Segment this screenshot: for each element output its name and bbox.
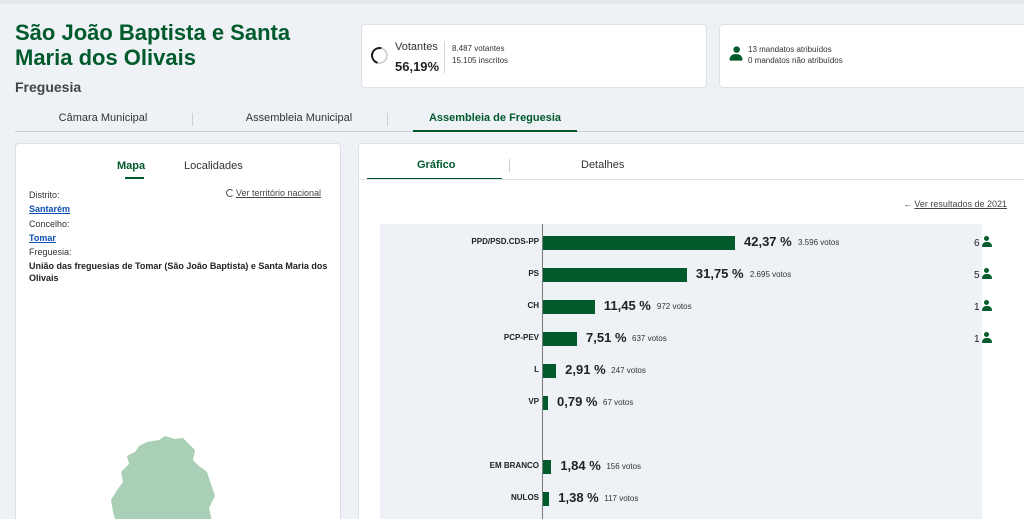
votes-label: 2.695 votos [749,270,792,279]
percent-label: 2,91 % [565,362,606,377]
party-label: EM BRANCO [489,461,539,470]
tab-localidades[interactable]: Localidades [184,160,243,172]
seats-number: 6 [974,238,980,249]
voters-percent: 56,19% [395,59,440,74]
votes-label: 247 votos [611,366,646,375]
results-panel: Gráfico Detalhes ← Ver resultados de 2021… [358,143,1024,519]
arrow-left-icon: ← [903,199,913,209]
seats-count: 1 [974,300,992,313]
voters-card: Votantes 56,19% 8.487 votantes 15.105 in… [361,24,707,88]
percent-label: 31,75 % [695,266,744,281]
result-bar[interactable] [543,236,735,250]
chart-row: PS 31,75 % 2.695 votos 5 [380,266,992,284]
votes-label: 67 votos [603,398,634,407]
tab-divider [509,159,510,172]
percent-label: 7,51 % [586,330,627,345]
chart-axis [542,224,543,519]
tab-detalhes[interactable]: Detalhes [581,159,625,171]
chart-row: PCP-PEV 7,51 % 637 votos 1 [380,330,992,348]
result-bar[interactable] [543,268,687,282]
tab-mapa[interactable]: Mapa [117,160,146,172]
chart-row: VP 0,79 % 67 votos [380,394,982,412]
party-label: PPD/PSD.CDS-PP [471,237,539,246]
page-title: São João Baptista e Santa Maria dos Oliv… [15,20,291,70]
result-bar[interactable] [543,396,548,410]
progress-ring-icon [367,43,392,68]
person-icon [981,236,992,247]
result-bar[interactable] [543,492,550,506]
municipality-link[interactable]: Tomar [29,233,56,243]
undo-icon [226,189,234,197]
district-label: Distrito: [29,190,60,200]
result-bar[interactable] [543,300,595,314]
map-panel: Mapa Localidades Ver território nacional… [15,143,341,519]
seats-number: 1 [974,302,980,313]
percent-label: 42,37 % [744,234,792,249]
mandates-card: 13 mandatos atribuídos 0 mandatos não at… [719,24,1024,88]
percent-label: 0,79 % [557,394,598,409]
mandates-unassigned: 0 mandatos não atribuídos [748,56,843,65]
tab-assembleia-freguesia[interactable]: Assembleia de Freguesia [413,108,577,132]
national-territory-link[interactable]: Ver território nacional [226,188,321,198]
party-label: PS [528,269,539,278]
parish-map-shape[interactable] [111,436,215,519]
party-label: NULOS [511,493,539,502]
person-icon [981,268,992,279]
chart-row: L 2,91 % 247 votos [380,362,982,380]
seats-count: 5 [974,268,992,281]
tab-divider [192,113,193,126]
tabs-border [359,179,1024,180]
percent-label: 11,45 % [603,298,651,313]
voters-label: Votantes [395,41,438,53]
party-label: CH [527,301,539,310]
person-icon [981,332,992,343]
district-link[interactable]: Santarém [29,204,71,214]
percent-label: 1,84 % [560,458,601,473]
votes-label: 156 votos [606,462,642,471]
results-chart: PPD/PSD.CDS-PP 42,37 % 3.596 votos 6 PS 31,75… [380,224,992,519]
seats-count: 6 [974,236,992,249]
municipality-label: Concelho: [29,219,70,229]
votes-label: 3.596 votos [798,238,840,247]
divider [444,41,445,73]
parish-label: Freguesia: [29,247,72,257]
chart-row: PPD/PSD.CDS-PP 42,37 % 3.596 votos 6 [380,234,992,252]
percent-label: 1,38 % [558,490,599,505]
chart-row: NULOS 1,38 % 117 votos [380,490,982,508]
person-icon [729,46,743,61]
registered-count: 15.105 inscritos [452,56,509,65]
result-bar[interactable] [543,364,557,378]
seats-number: 1 [974,334,980,345]
page-subtitle: Freguesia [15,79,82,95]
voters-count: 8.487 votantes [452,44,505,53]
votes-label: 637 votos [632,334,667,343]
previous-results-link[interactable]: ← Ver resultados de 2021 [903,199,1007,209]
party-label: L [534,365,539,374]
tab-grafico[interactable]: Gráfico [417,159,456,171]
result-bar[interactable] [543,460,552,474]
tab-assembleia-municipal[interactable]: Assembleia Municipal [245,112,353,124]
chart-row: CH 11,45 % 972 votos 1 [380,298,992,316]
seats-number: 5 [974,270,980,281]
seats-count: 1 [974,332,992,345]
mandates-assigned: 13 mandatos atribuídos [748,45,832,54]
election-tabs: Câmara Municipal Assembleia Municipal As… [15,108,1024,132]
result-bar[interactable] [543,332,578,346]
tab-camara-municipal[interactable]: Câmara Municipal [58,112,148,124]
tab-divider [387,113,388,126]
votes-label: 972 votos [656,302,692,311]
party-label: VP [528,397,539,406]
party-label: PCP-PEV [503,333,539,342]
votes-label: 117 votos [604,494,639,503]
parish-name: União das freguesias de Tomar (São João … [29,261,328,283]
chart-row: EM BRANCO 1,84 % 156 votos [380,458,982,476]
top-border [0,0,1024,4]
active-tab-indicator [125,177,144,179]
parish-map[interactable] [109,436,219,519]
person-icon [981,300,992,311]
